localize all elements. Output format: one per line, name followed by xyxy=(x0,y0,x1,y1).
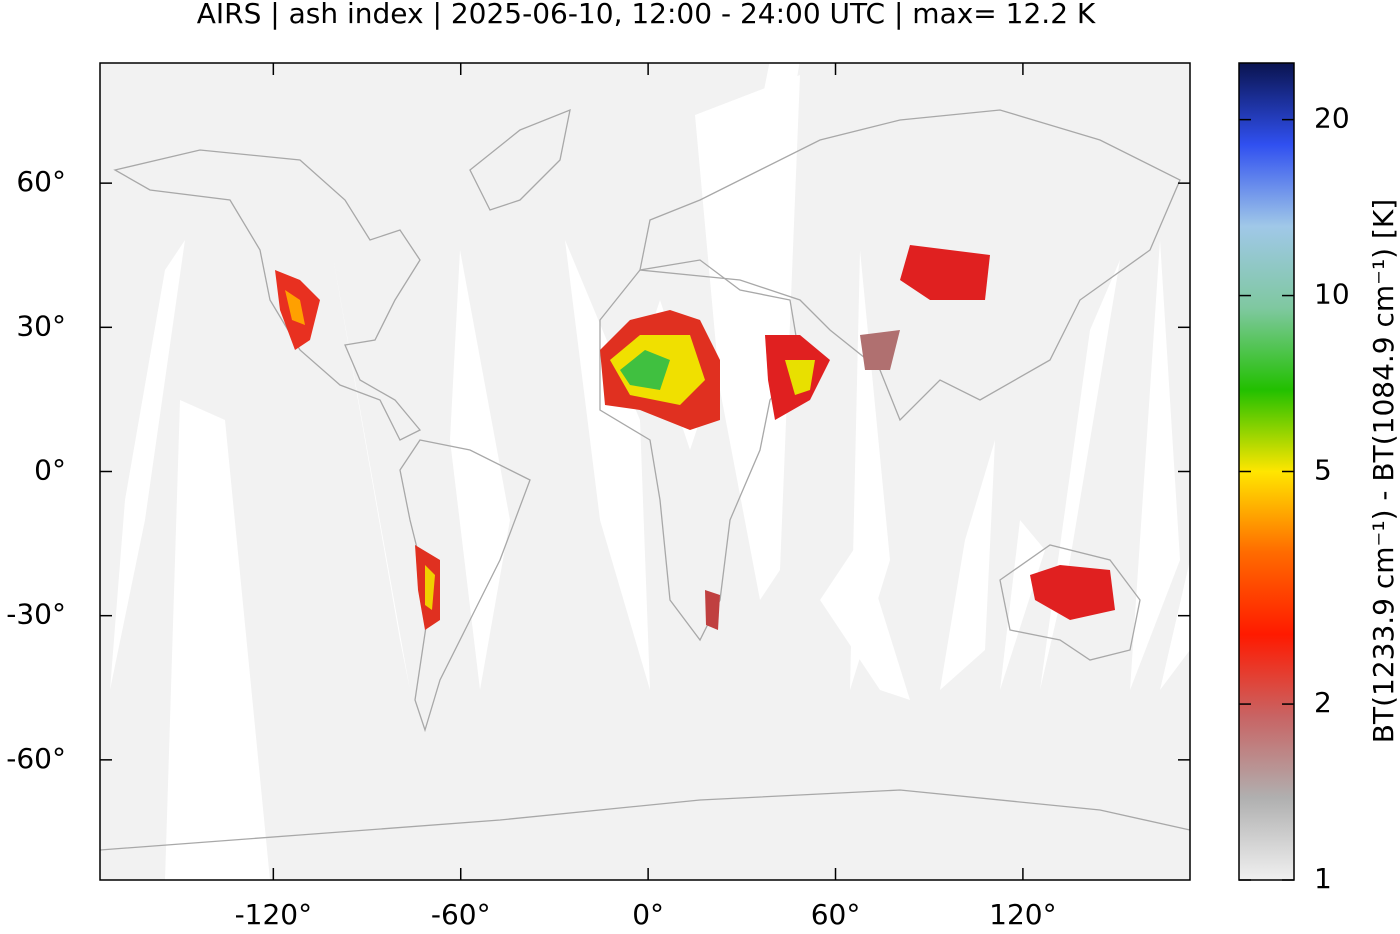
map-title: AIRS | ash index | 2025-06-10, 12:00 - 2… xyxy=(197,0,1096,30)
x-tick-label: 0° xyxy=(632,898,664,930)
swath-gaps xyxy=(110,63,1190,880)
colorbar-tick-label: 1 xyxy=(1314,862,1332,895)
colorbar-tick-label: 10 xyxy=(1314,278,1350,311)
map-background xyxy=(100,63,1190,880)
y-tick-label: 60° xyxy=(16,165,66,198)
x-tick-label: 120° xyxy=(989,898,1056,930)
y-tick-label: 30° xyxy=(16,309,66,342)
y-tick-label: 0° xyxy=(34,454,66,487)
colorbar-label: BT(1233.9 cm⁻¹) - BT(1084.9 cm⁻¹) [K] xyxy=(1367,199,1400,743)
colorbar-tick-label: 20 xyxy=(1314,102,1350,135)
ash-index-field xyxy=(275,245,1115,630)
x-tick-label: 60° xyxy=(811,898,861,930)
map-layer xyxy=(100,63,1190,880)
colorbar-tick-label: 2 xyxy=(1314,686,1332,719)
coastlines xyxy=(100,108,1190,851)
y-tick-label: -60° xyxy=(6,742,66,775)
x-tick-label: -60° xyxy=(431,898,491,930)
colorbar-tick-label: 5 xyxy=(1314,454,1332,487)
x-tick-label: -120° xyxy=(235,898,313,930)
y-tick-label: -30° xyxy=(6,598,66,631)
